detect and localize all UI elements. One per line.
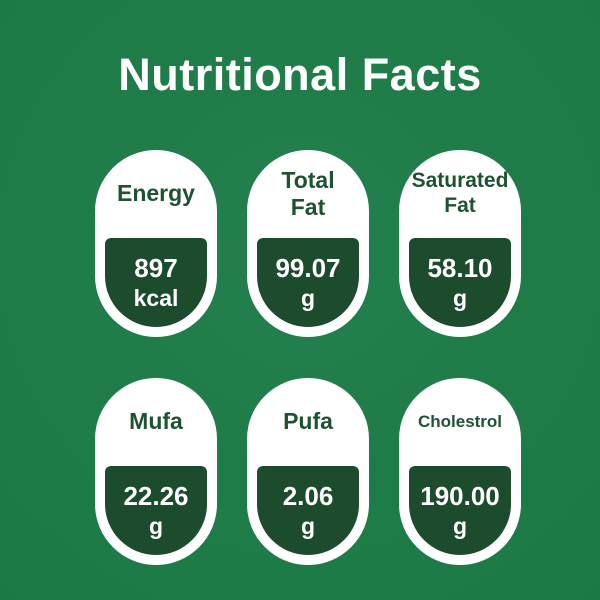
nutrient-value-pill: 190.00 g [409,466,511,555]
nutrient-value-pill: 58.10 g [409,238,511,327]
nutrient-value: 99.07 [275,252,341,283]
cards-row-top: Energy 897 kcal Total Fat 99.07 g Satura… [95,150,521,337]
nutrient-label: Energy [117,180,195,207]
nutrient-value: 2.06 [282,480,334,511]
nutrient-label: Mufa [129,408,183,435]
nutrient-label: Pufa [283,408,333,435]
nutrient-card-cholestrol: Cholestrol 190.00 g [399,378,521,565]
nutrient-value: 190.00 [420,480,500,511]
nutrient-card-total-fat: Total Fat 99.07 g [247,150,369,337]
nutrient-value: 897 [134,252,178,283]
nutrient-label: Cholestrol [417,411,503,431]
nutrient-value: 22.26 [123,480,189,511]
nutrient-label: Saturated Fat [411,169,509,217]
nutrient-unit: g [452,512,468,539]
cards-row-bottom: Mufa 22.26 g Pufa 2.06 g Cholestrol 190.… [95,378,521,565]
nutrient-value: 58.10 [427,252,493,283]
nutrient-label: Total Fat [281,166,335,220]
nutrient-value-pill: 897 kcal [105,238,207,327]
nutrient-unit: g [300,512,316,539]
nutrient-card-energy: Energy 897 kcal [95,150,217,337]
nutrient-card-pufa: Pufa 2.06 g [247,378,369,565]
nutrient-card-saturated-fat: Saturated Fat 58.10 g [399,150,521,337]
page-title: Nutritional Facts [118,49,482,100]
nutrient-value-pill: 22.26 g [105,466,207,555]
nutrient-value-pill: 2.06 g [257,466,359,555]
nutrient-unit: g [148,512,164,539]
nutrient-unit: kcal [133,284,179,311]
nutrient-unit: g [300,284,316,311]
nutrient-card-mufa: Mufa 22.26 g [95,378,217,565]
nutrient-value-pill: 99.07 g [257,238,359,327]
nutrient-unit: g [452,284,468,311]
